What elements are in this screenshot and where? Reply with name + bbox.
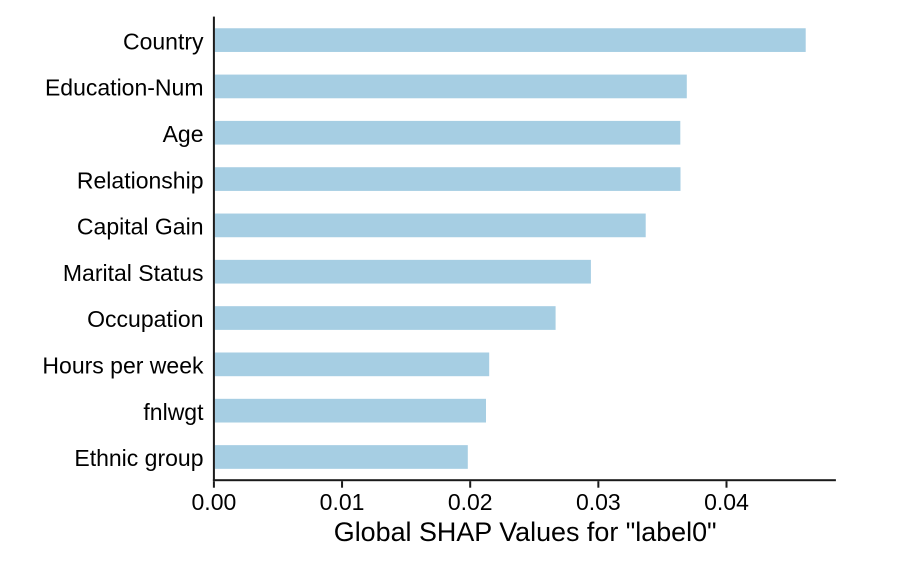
svg-text:Education-Num: Education-Num [45,75,204,101]
svg-text:0.03: 0.03 [576,489,621,515]
svg-text:0.01: 0.01 [320,489,365,515]
svg-text:fnlwgt: fnlwgt [143,399,204,425]
svg-text:Capital Gain: Capital Gain [77,214,204,240]
svg-text:Relationship: Relationship [77,167,204,193]
svg-text:Country: Country [123,28,204,54]
svg-text:Marital Status: Marital Status [63,260,204,286]
svg-text:0.02: 0.02 [448,489,493,515]
svg-text:Global SHAP Values for "label0: Global SHAP Values for "label0" [334,517,717,547]
svg-text:Hours per week: Hours per week [42,353,204,379]
svg-text:0.00: 0.00 [192,489,237,515]
svg-text:Occupation: Occupation [87,306,203,332]
svg-text:Ethnic group: Ethnic group [74,445,203,471]
svg-text:0.04: 0.04 [704,489,749,515]
svg-text:Age: Age [163,121,204,147]
